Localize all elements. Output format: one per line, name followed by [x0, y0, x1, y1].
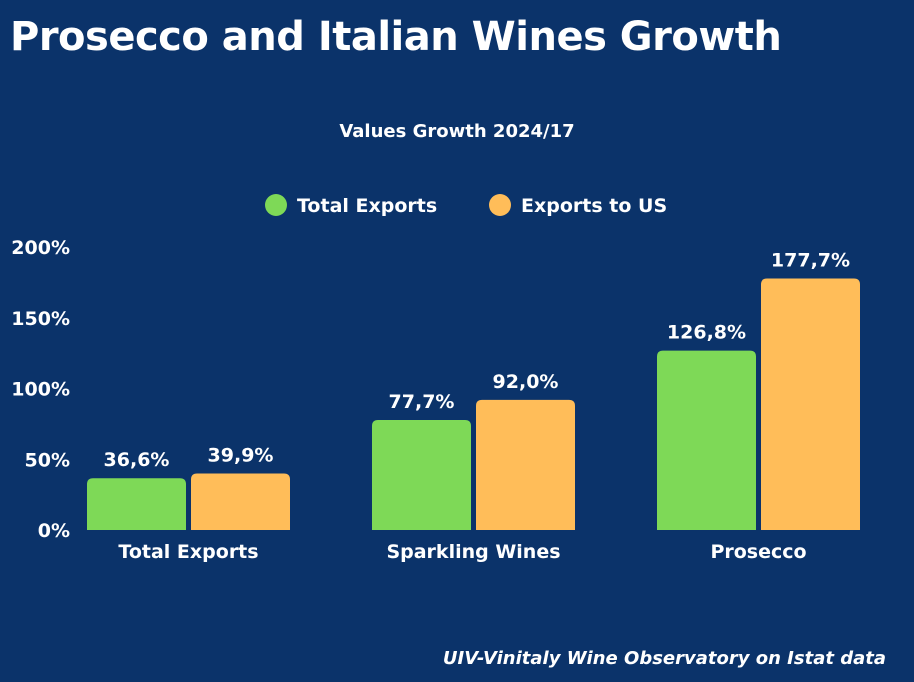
data-label: 39,9% — [208, 445, 274, 467]
bar — [761, 278, 860, 530]
legend-label: Total Exports — [297, 195, 437, 217]
data-label: 126,8% — [667, 322, 746, 344]
legend-marker — [489, 194, 511, 216]
chart-title: Values Growth 2024/17 — [339, 121, 575, 142]
bar — [87, 478, 186, 530]
y-tick-label: 200% — [11, 237, 70, 259]
page-title: Prosecco and Italian Wines Growth — [10, 14, 782, 60]
legend-marker — [265, 194, 287, 216]
data-label: 92,0% — [493, 371, 559, 393]
x-tick-label: Prosecco — [710, 541, 806, 563]
y-tick-label: 0% — [38, 520, 70, 542]
bar — [657, 350, 756, 530]
bar — [372, 420, 471, 530]
legend-label: Exports to US — [521, 195, 667, 217]
y-tick-label: 100% — [11, 379, 70, 401]
bar — [476, 399, 575, 530]
data-label: 177,7% — [771, 250, 850, 272]
data-label: 77,7% — [389, 391, 455, 413]
bar — [191, 473, 290, 530]
source-note: UIV-Vinitaly Wine Observatory on Istat d… — [442, 648, 886, 669]
y-tick-label: 50% — [25, 449, 70, 471]
data-label: 36,6% — [104, 449, 170, 471]
x-tick-label: Sparkling Wines — [386, 541, 560, 563]
x-tick-label: Total Exports — [118, 541, 258, 563]
y-tick-label: 150% — [11, 308, 70, 330]
